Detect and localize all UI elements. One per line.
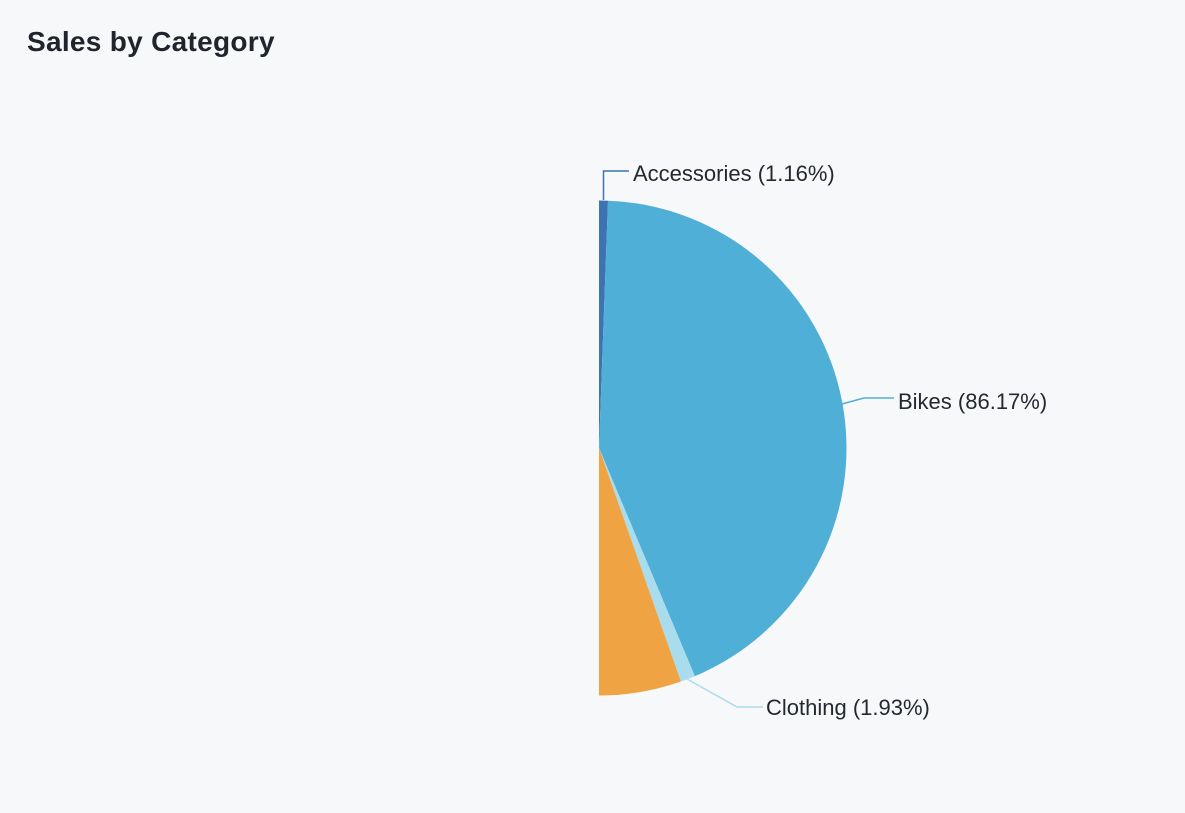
label-line-clothing xyxy=(686,678,763,708)
label-lines xyxy=(602,170,894,708)
pie-slices xyxy=(599,200,847,696)
slice-label-accessories: Accessories (1.16%) xyxy=(633,161,835,186)
slice-label-bikes: Bikes (86.17%) xyxy=(898,389,1048,414)
chart-title: Sales by Category xyxy=(27,26,275,57)
label-line-accessories xyxy=(602,170,629,200)
pie-slice-bikes[interactable] xyxy=(599,200,847,677)
slice-label-clothing: Clothing (1.93%) xyxy=(766,695,930,720)
pie-slice-accessories[interactable] xyxy=(599,200,608,449)
label-line-bikes xyxy=(841,397,894,405)
pie-slice-clothing[interactable] xyxy=(599,448,695,682)
pie-slice-unlabeled[interactable] xyxy=(599,448,681,696)
